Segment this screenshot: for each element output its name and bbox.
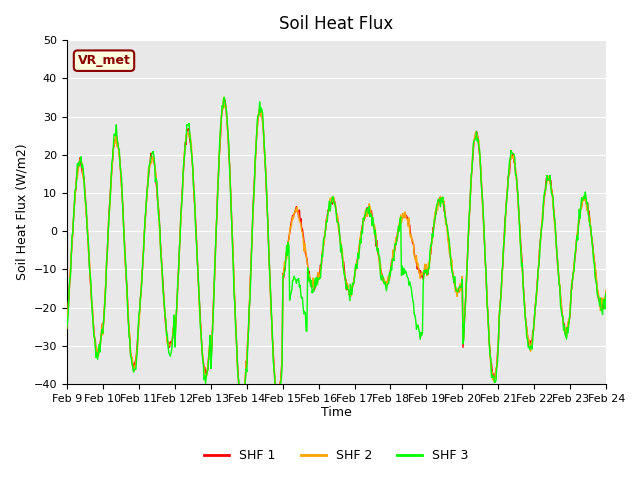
Legend: SHF 1, SHF 2, SHF 3: SHF 1, SHF 2, SHF 3 <box>200 444 474 467</box>
Text: VR_met: VR_met <box>77 54 131 67</box>
Title: Soil Heat Flux: Soil Heat Flux <box>280 15 394 33</box>
X-axis label: Time: Time <box>321 407 352 420</box>
Y-axis label: Soil Heat Flux (W/m2): Soil Heat Flux (W/m2) <box>15 144 28 280</box>
